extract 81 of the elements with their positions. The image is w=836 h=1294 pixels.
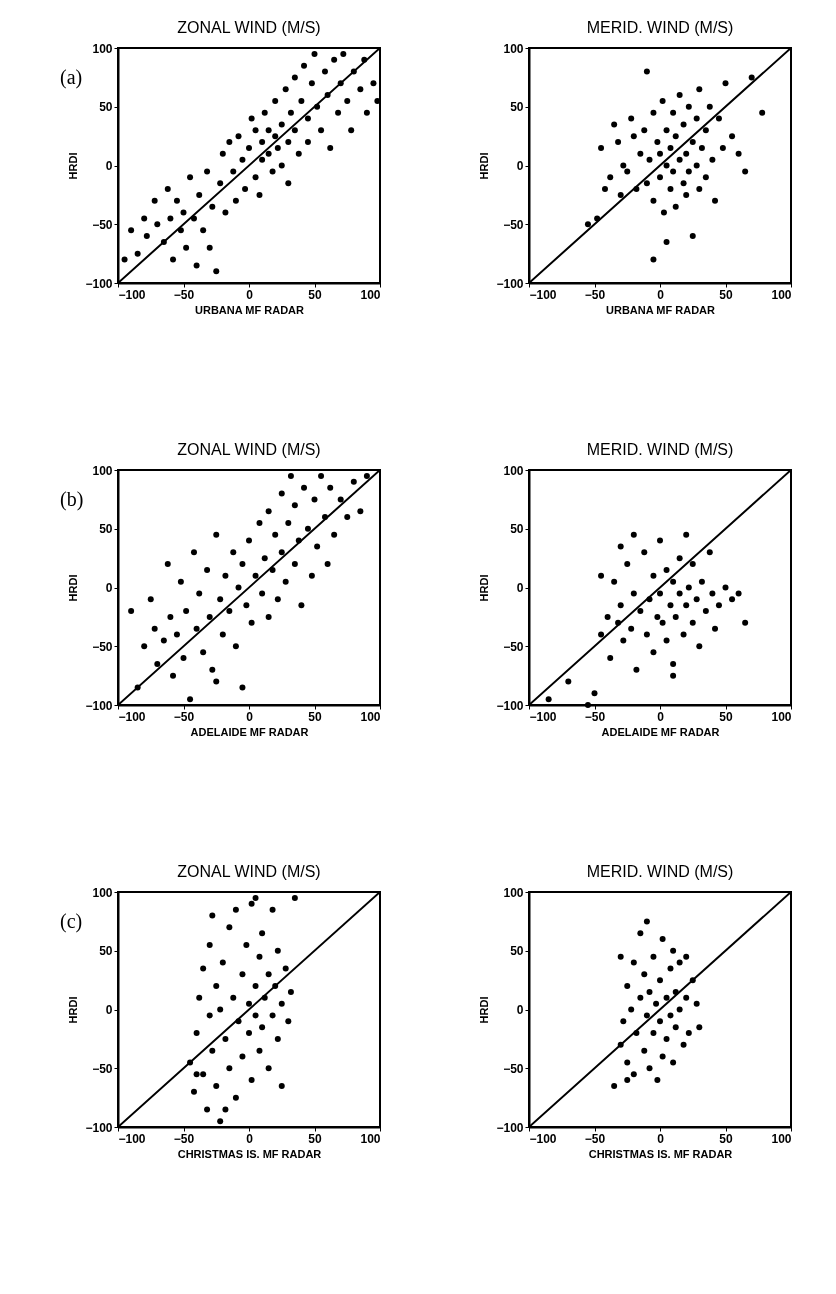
y-tick-label: −100: [85, 698, 113, 713]
y-tick-label: 0: [516, 581, 524, 595]
x-axis-title: CHRISTMAS IS. MF RADAR: [177, 1147, 322, 1160]
y-tick-label: 50: [510, 944, 524, 959]
x-tick-label: −100: [529, 709, 557, 724]
x-tick-label: 0: [657, 287, 665, 302]
text: (b): [60, 488, 84, 511]
y-tick-label: −50: [92, 1061, 113, 1076]
y-axis-title: HRDI: [478, 574, 491, 602]
chart-title: MERID. WIND (M/S): [586, 19, 734, 36]
y-tick-label: −100: [496, 1120, 524, 1135]
y-tick-label: 0: [105, 159, 113, 173]
x-axis-title: ADELAIDE MF RADAR: [601, 725, 720, 738]
x-tick-label: −50: [584, 709, 606, 724]
x-tick-label: 50: [719, 709, 733, 724]
y-tick-label: 0: [105, 1003, 113, 1017]
y-tick-label: 0: [105, 581, 113, 595]
chart-title: MERID. WIND (M/S): [586, 863, 734, 880]
x-tick-label: 50: [719, 287, 733, 302]
y-tick-label: −50: [92, 639, 113, 654]
x-tick-label: 100: [771, 1131, 792, 1146]
chart-title: ZONAL WIND (M/S): [177, 19, 321, 36]
y-axis-title: HRDI: [67, 152, 80, 180]
y-tick-label: −50: [503, 1061, 524, 1076]
x-tick-label: 100: [360, 287, 381, 302]
chart-title: MERID. WIND (M/S): [586, 441, 734, 458]
y-tick-label: 0: [516, 1003, 524, 1017]
y-tick-label: 100: [92, 463, 113, 478]
x-tick-label: −100: [118, 1131, 146, 1146]
x-tick-label: −50: [173, 287, 195, 302]
y-tick-label: −100: [85, 1120, 113, 1135]
x-tick-label: 50: [308, 287, 322, 302]
x-tick-label: 0: [246, 709, 254, 724]
y-axis-title: HRDI: [67, 574, 80, 602]
x-tick-label: 0: [657, 1131, 665, 1146]
y-tick-label: 100: [503, 463, 524, 478]
text: (a): [60, 66, 83, 89]
text: (c): [60, 910, 83, 933]
y-axis-title: HRDI: [478, 996, 491, 1024]
y-axis-title: HRDI: [67, 996, 80, 1024]
x-tick-label: 0: [657, 709, 665, 724]
x-tick-label: 50: [719, 1131, 733, 1146]
x-tick-label: 100: [360, 709, 381, 724]
y-tick-label: 100: [92, 41, 113, 56]
y-tick-label: −100: [85, 276, 113, 291]
y-tick-label: −50: [503, 639, 524, 654]
y-tick-label: 50: [510, 522, 524, 537]
y-tick-label: 50: [510, 100, 524, 115]
x-tick-label: −100: [118, 709, 146, 724]
y-tick-label: 100: [503, 41, 524, 56]
x-tick-label: −100: [118, 287, 146, 302]
x-tick-label: 50: [308, 1131, 322, 1146]
y-tick-label: 50: [99, 944, 113, 959]
x-axis-title: CHRISTMAS IS. MF RADAR: [588, 1147, 733, 1160]
x-tick-label: −100: [529, 287, 557, 302]
x-tick-label: 0: [246, 1131, 254, 1146]
x-tick-label: −50: [584, 287, 606, 302]
x-tick-label: 100: [771, 287, 792, 302]
x-tick-label: −50: [173, 1131, 195, 1146]
y-axis-title: HRDI: [478, 152, 491, 180]
x-axis-title: URBANA MF RADAR: [606, 303, 716, 316]
x-axis-title: ADELAIDE MF RADAR: [190, 725, 309, 738]
chart-title: ZONAL WIND (M/S): [177, 441, 321, 458]
y-tick-label: 0: [516, 159, 524, 173]
x-tick-label: −50: [173, 709, 195, 724]
x-tick-label: 100: [360, 1131, 381, 1146]
chart-title: ZONAL WIND (M/S): [177, 863, 321, 880]
x-tick-label: 100: [771, 709, 792, 724]
y-tick-label: −50: [503, 217, 524, 232]
y-tick-label: −50: [92, 217, 113, 232]
y-tick-label: −100: [496, 276, 524, 291]
x-tick-label: 50: [308, 709, 322, 724]
y-tick-label: 100: [92, 885, 113, 900]
x-tick-label: −100: [529, 1131, 557, 1146]
x-tick-label: 0: [246, 287, 254, 302]
y-tick-label: −100: [496, 698, 524, 713]
y-tick-label: 50: [99, 100, 113, 115]
x-axis-title: URBANA MF RADAR: [195, 303, 305, 316]
y-tick-label: 50: [99, 522, 113, 537]
x-tick-label: −50: [584, 1131, 606, 1146]
y-tick-label: 100: [503, 885, 524, 900]
